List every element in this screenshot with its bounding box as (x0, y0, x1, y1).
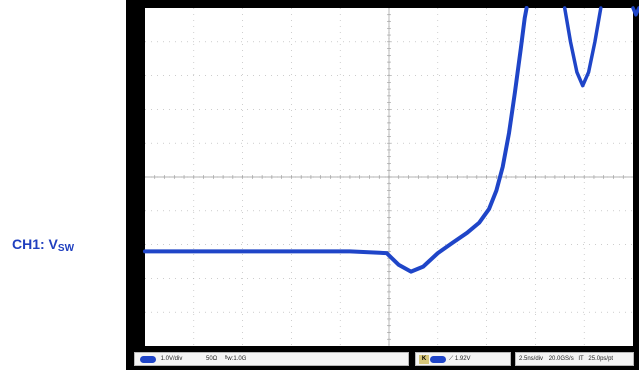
channel-label-subscript: SW (57, 243, 75, 254)
trigger-level: 1.92V (454, 356, 471, 362)
graticule-center-axes (145, 8, 633, 346)
waveform-trace-segment-1 (143, 6, 529, 274)
timebase-panel[interactable]: 2.5ns/div 20.0GS/s IT 25.0ps/pt (515, 352, 634, 366)
channel1-indicator-icon (140, 355, 156, 363)
volts-per-div: 1.0V/div (160, 356, 183, 362)
channel-label: CH1: VSW (12, 236, 74, 254)
acquisition-mode: IT (578, 356, 584, 362)
input-impedance: 50Ω (206, 356, 218, 362)
oscilloscope-display: 1.0V/div 50Ω ᴮw:1.0G K ⟋ 1.92V 2.5ns/div … (126, 0, 639, 370)
waveform-trace-segment-3 (631, 6, 639, 17)
sample-rate: 20.0GS/s (548, 356, 574, 362)
trigger-source-tag: K (419, 354, 429, 364)
scope-status-bar: 1.0V/div 50Ω ᴮw:1.0G K ⟋ 1.92V 2.5ns/div … (134, 352, 634, 366)
bandwidth-limit: ᴮw:1.0G (224, 356, 247, 362)
waveform-chart (143, 6, 639, 346)
time-resolution: 25.0ps/pt (588, 356, 614, 362)
waveform-trace-segment-2 (562, 6, 603, 88)
channel-label-prefix: CH1: V (12, 236, 58, 252)
rising-edge-icon: ⟋ (449, 356, 454, 362)
trigger-channel-icon (430, 355, 446, 363)
waveform-traces (143, 6, 639, 274)
channel-settings-panel[interactable]: 1.0V/div 50Ω ᴮw:1.0G (134, 352, 409, 366)
time-per-div: 2.5ns/div (519, 356, 544, 362)
trigger-panel[interactable]: K ⟋ 1.92V (415, 352, 511, 366)
